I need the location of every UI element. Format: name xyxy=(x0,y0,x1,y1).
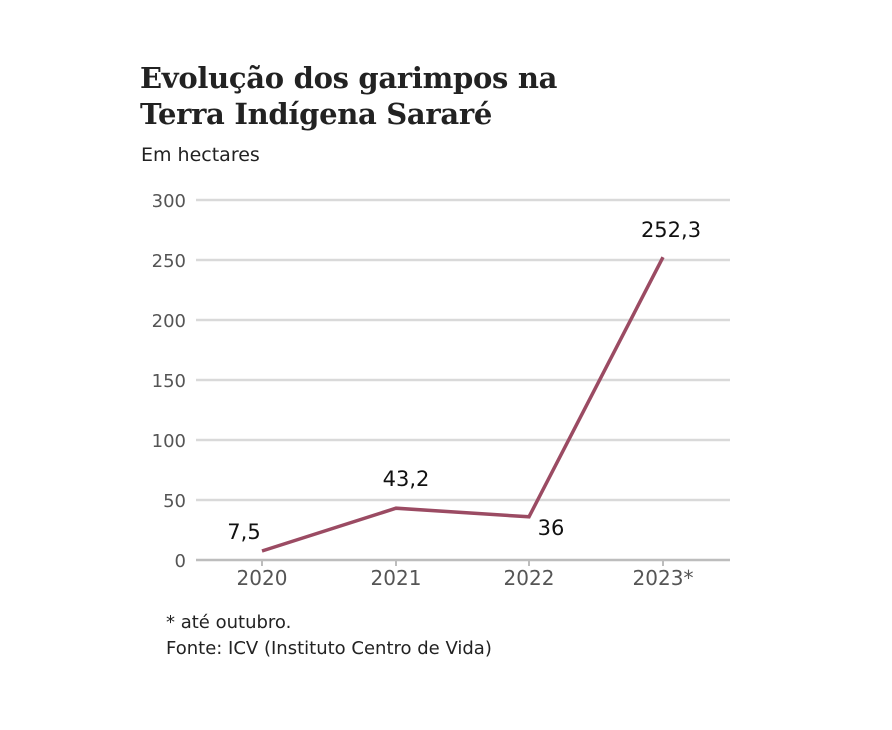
data-label: 252,3 xyxy=(641,218,701,242)
data-label: 43,2 xyxy=(383,467,430,491)
y-tick-label: 0 xyxy=(175,551,186,572)
chart-notes: * até outubro. Fonte: ICV (Instituto Cen… xyxy=(166,610,492,662)
y-tick-label: 150 xyxy=(152,371,186,392)
chart-title: Evolução dos garimpos na Terra Indígena … xyxy=(140,60,557,132)
line-chart: 0 50 100 150 200 250 300 2020 2021 2022 2023* 7,5 43… xyxy=(152,191,730,590)
source-note: Fonte: ICV (Instituto Centro de Vida) xyxy=(166,638,492,659)
series-line xyxy=(261,256,665,553)
chart-title-line-1: Evolução dos garimpos na xyxy=(140,61,558,95)
x-tick-label: 2023* xyxy=(633,566,694,590)
chart-title-line-2: Terra Indígena Sararé xyxy=(140,97,493,131)
data-label: 36 xyxy=(538,516,565,540)
chart-subtitle: Em hectares xyxy=(141,144,260,166)
y-tick-label: 100 xyxy=(152,431,186,452)
x-tick-label: 2022 xyxy=(504,566,555,590)
y-tick-label: 50 xyxy=(163,491,186,512)
data-label: 7,5 xyxy=(227,520,260,544)
y-tick-label: 300 xyxy=(152,191,186,212)
footnote: * até outubro. xyxy=(166,612,292,633)
y-tick-label: 200 xyxy=(152,311,186,332)
x-tick-label: 2021 xyxy=(371,566,422,590)
y-tick-label: 250 xyxy=(152,251,186,272)
x-tick-label: 2020 xyxy=(237,566,288,590)
